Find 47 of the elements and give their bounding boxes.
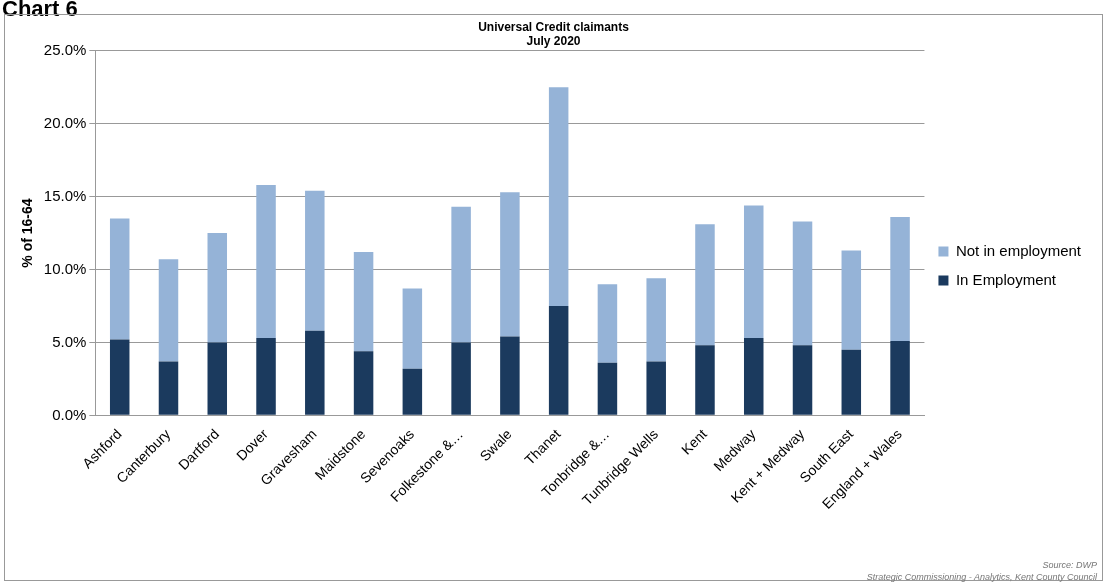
text: Strategic Commissioning - Analytics, Kent County Council xyxy=(866,571,1097,583)
bar xyxy=(109,339,130,415)
bar xyxy=(646,278,666,362)
bar xyxy=(792,221,813,346)
bar xyxy=(109,218,130,340)
bar xyxy=(158,361,179,415)
bar xyxy=(353,252,374,352)
bar xyxy=(305,190,325,331)
bar xyxy=(500,336,520,415)
bar xyxy=(890,217,910,341)
source-note: Source: DWP xyxy=(1041,559,1097,571)
bar xyxy=(207,233,228,343)
y-tick-label: 15.0% xyxy=(43,186,87,204)
bar xyxy=(402,368,423,415)
y-tick-label: 5.0% xyxy=(52,332,87,350)
bar xyxy=(451,206,471,343)
bar xyxy=(890,341,910,415)
bar xyxy=(695,345,715,415)
bar xyxy=(743,338,764,415)
bar xyxy=(548,306,569,415)
legend-label: In Employment xyxy=(955,270,1057,288)
bar xyxy=(451,342,471,415)
legend-label: Not in employment xyxy=(955,241,1082,259)
bar xyxy=(841,250,862,350)
bar xyxy=(402,288,423,369)
bar xyxy=(792,345,813,415)
bar xyxy=(305,330,325,415)
y-tick-label: 0.0% xyxy=(52,405,87,423)
bar xyxy=(207,342,228,415)
y-axis-title: % of 16-64 xyxy=(19,198,36,268)
y-tick-label: 20.0% xyxy=(43,113,87,131)
chart-subtitle: July 2020 xyxy=(526,33,581,48)
bar xyxy=(158,259,179,362)
bar xyxy=(646,361,666,415)
bar xyxy=(256,338,276,415)
bar xyxy=(597,362,618,415)
bar xyxy=(743,205,764,339)
bar xyxy=(841,349,862,415)
bar xyxy=(548,87,569,306)
bar xyxy=(353,351,374,415)
bar xyxy=(256,184,276,339)
y-tick-label: 10.0% xyxy=(43,259,87,277)
y-tick-label: 25.0% xyxy=(43,40,87,58)
chart-title: Universal Credit claimants xyxy=(478,19,630,34)
bar xyxy=(695,224,715,346)
bar xyxy=(597,284,618,363)
bar xyxy=(500,192,520,337)
